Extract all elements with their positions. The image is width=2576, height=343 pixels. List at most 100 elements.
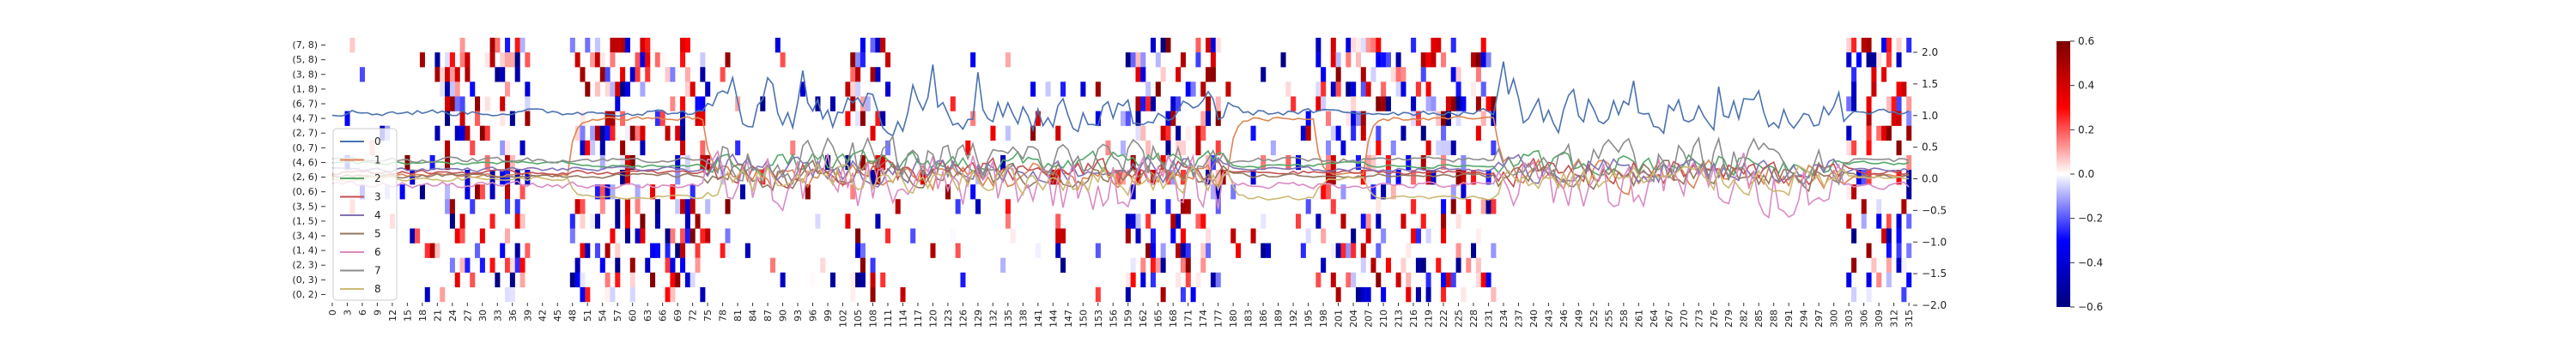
heat-cell	[845, 81, 851, 97]
heat-cell	[640, 125, 646, 141]
x-tick-label: 291	[1783, 310, 1795, 328]
heat-cell	[1300, 243, 1306, 258]
heat-cell	[1150, 257, 1156, 273]
x-tick-label: 207	[1364, 310, 1375, 328]
heat-cell	[1005, 214, 1011, 229]
heat-cell	[1436, 38, 1442, 53]
heat-cell	[1195, 52, 1201, 68]
heat-cell	[1871, 52, 1877, 68]
row-label: (5, 8)	[292, 54, 318, 65]
heat-cell	[700, 67, 706, 82]
heat-cell	[1475, 52, 1481, 68]
heat-cell	[1190, 286, 1196, 303]
x-tick-label: 222	[1438, 310, 1449, 328]
heat-cell	[1881, 67, 1887, 82]
heat-cell	[475, 243, 481, 258]
x-tick-label: 213	[1394, 310, 1405, 328]
heat-cell	[1896, 140, 1902, 156]
x-tick-label: 279	[1723, 310, 1735, 328]
heat-cell	[605, 243, 611, 258]
heat-cell	[459, 96, 465, 111]
heat-cell	[1080, 81, 1086, 97]
heat-cell	[700, 52, 706, 68]
heat-cell	[1461, 184, 1467, 200]
heat-cell	[1455, 170, 1461, 185]
heat-cell	[1346, 243, 1352, 258]
heat-cell	[605, 111, 611, 126]
heat-cell	[1335, 67, 1341, 82]
heat-cell	[1475, 272, 1481, 288]
heat-cell	[1400, 257, 1406, 273]
y-tick-label: 0.0	[1922, 173, 1938, 185]
row-label: (1, 5)	[292, 215, 318, 226]
heat-cell	[1406, 154, 1412, 171]
heat-cell	[1480, 52, 1486, 68]
heat-cell	[855, 272, 861, 288]
x-tick-label: 192	[1288, 310, 1299, 328]
heat-cell	[449, 81, 455, 97]
heat-cell	[1886, 38, 1892, 53]
heat-cell	[675, 272, 681, 288]
heat-cell	[615, 38, 621, 53]
heat-cell	[1236, 243, 1242, 258]
heat-cell	[850, 272, 856, 288]
heat-cell	[620, 140, 626, 156]
heat-cell	[1185, 199, 1191, 214]
heat-cell	[1150, 272, 1156, 288]
heat-cell	[1461, 96, 1467, 111]
heat-cell	[1321, 257, 1327, 273]
heat-cell	[1355, 111, 1361, 126]
heat-cell	[1441, 228, 1447, 244]
heat-cell	[1365, 81, 1371, 97]
heat-cell	[1176, 214, 1182, 229]
heat-cell	[1376, 214, 1382, 229]
heat-cell	[470, 81, 476, 97]
heat-cell	[1896, 52, 1902, 68]
heat-cell	[615, 214, 621, 229]
heat-cell	[1005, 52, 1011, 68]
heat-cell	[1441, 154, 1447, 171]
colorbar-gradient	[2057, 41, 2070, 307]
heat-cell	[1390, 184, 1396, 200]
heat-cell	[505, 38, 511, 53]
heat-cell	[344, 111, 350, 126]
heat-cell	[1335, 52, 1341, 68]
heat-cell	[930, 243, 936, 258]
heat-cell	[475, 184, 481, 200]
heat-cell	[1215, 140, 1221, 156]
heat-cell	[1180, 257, 1186, 273]
heat-cell	[690, 272, 696, 288]
heat-cell	[654, 214, 660, 229]
heat-cell	[1441, 272, 1447, 288]
heat-cell	[640, 214, 646, 229]
heat-cell	[1261, 154, 1267, 171]
heat-cell	[1150, 228, 1156, 244]
x-tick-label: 177	[1213, 310, 1224, 328]
x-tick-label: 228	[1468, 310, 1479, 328]
heat-cell	[1125, 286, 1131, 303]
x-tick-label: 150	[1078, 310, 1089, 328]
heat-cell	[1450, 272, 1456, 288]
x-tick-label: 42	[538, 310, 549, 322]
heat-cell	[1475, 257, 1481, 273]
heat-cell	[484, 125, 490, 141]
heat-cell	[695, 257, 701, 273]
heat-cell	[675, 125, 681, 141]
heat-cell	[1491, 243, 1497, 258]
x-tick-label: 24	[447, 310, 459, 322]
heat-cell	[594, 38, 600, 53]
heat-cell	[519, 214, 526, 229]
heat-cell	[1325, 140, 1332, 156]
heat-cell	[1135, 125, 1141, 141]
heat-cell	[870, 286, 876, 303]
x-tick-label: 315	[1904, 310, 1915, 328]
heat-cell	[1125, 52, 1131, 68]
row-label: (1, 4)	[292, 245, 318, 256]
heat-cell	[1195, 38, 1201, 53]
heat-cell	[725, 228, 731, 244]
heat-cell	[1425, 140, 1431, 156]
heat-cell	[1150, 243, 1156, 258]
heat-cell	[1480, 199, 1486, 214]
heat-cell	[1441, 125, 1447, 141]
heat-cell	[1095, 243, 1101, 258]
